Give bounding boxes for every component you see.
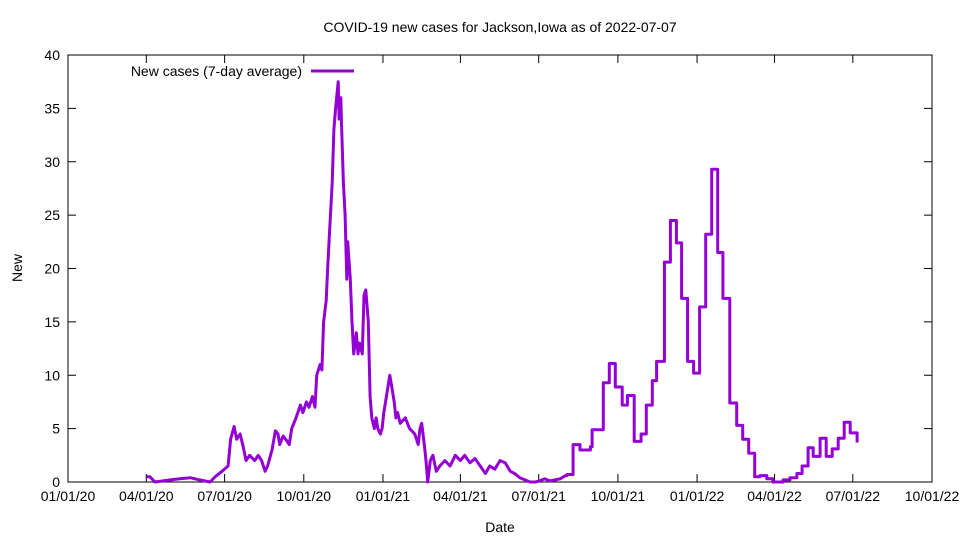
chart-title: COVID-19 new cases for Jackson,Iowa as o…	[323, 19, 677, 35]
x-tick-label: 04/01/21	[433, 488, 488, 504]
y-axis-label: New	[9, 253, 25, 282]
y-tick-label: 5	[52, 421, 60, 437]
plot-border	[67, 54, 933, 483]
x-tick-label: 04/01/20	[119, 488, 174, 504]
x-tick-label: 10/01/21	[591, 488, 646, 504]
y-tick-label: 15	[44, 314, 60, 330]
x-tick-label: 01/01/22	[670, 488, 725, 504]
x-tick-label: 10/01/20	[277, 488, 332, 504]
x-tick-label: 07/01/20	[197, 488, 252, 504]
y-tick-label: 40	[44, 47, 60, 63]
y-tick-label: 35	[44, 100, 60, 116]
x-axis-label: Date	[485, 519, 515, 535]
series-line-new-cases	[146, 80, 859, 484]
legend: New cases (7-day average)	[131, 63, 354, 79]
y-tick-label: 10	[44, 367, 60, 383]
x-tick-label: 01/01/20	[41, 488, 96, 504]
y-tick-label: 0	[52, 474, 60, 490]
y-tick-label: 25	[44, 207, 60, 223]
x-tick-label: 10/01/22	[905, 488, 960, 504]
x-tick-label: 01/01/21	[356, 488, 411, 504]
x-tick-label: 07/01/22	[826, 488, 881, 504]
x-tick-label: 04/01/22	[747, 488, 802, 504]
x-tick-label: 07/01/21	[511, 488, 566, 504]
y-tick-label: 20	[44, 261, 60, 277]
y-tick-label: 30	[44, 154, 60, 170]
legend-label: New cases (7-day average)	[131, 63, 302, 79]
